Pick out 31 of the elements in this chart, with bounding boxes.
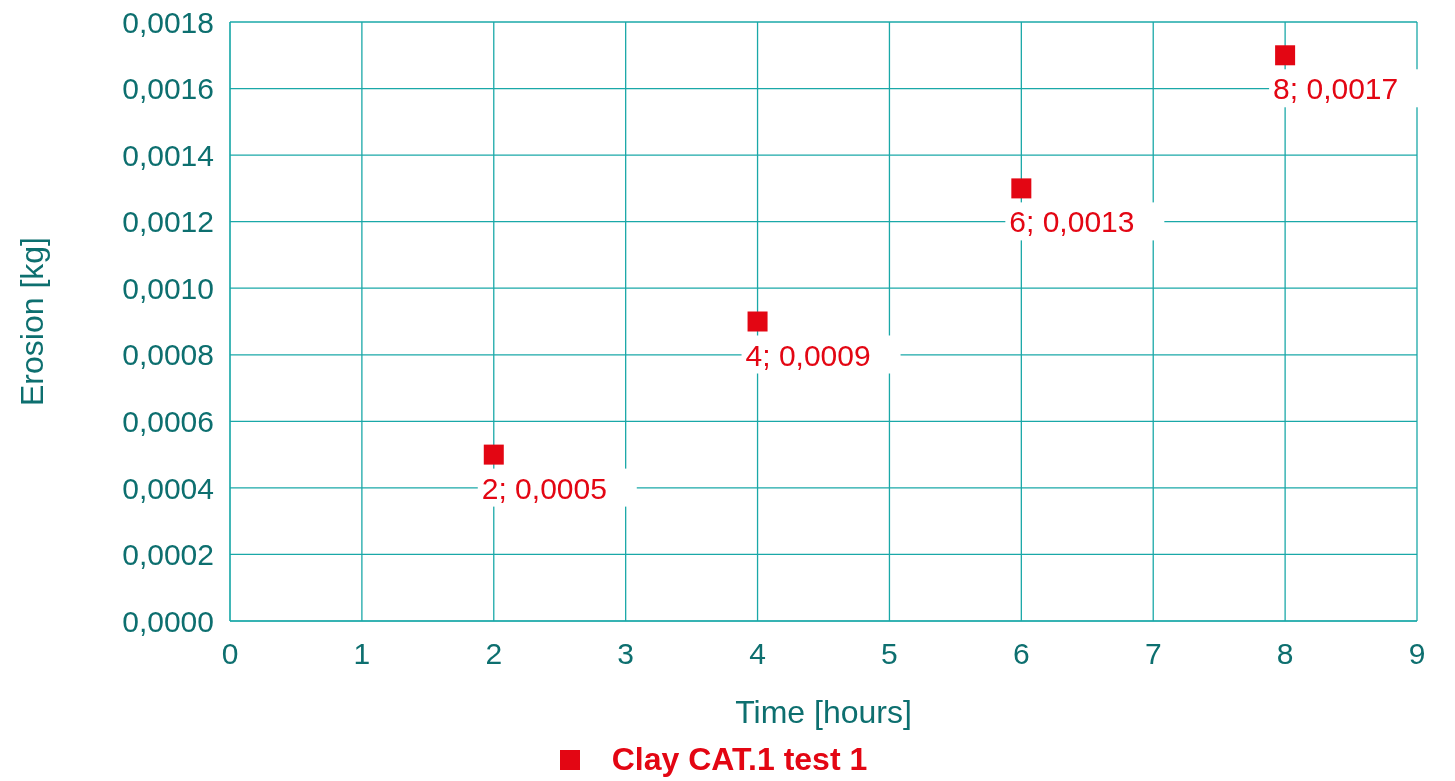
x-tick-label: 3 [617,637,635,671]
y-tick-label: 0,0000 [122,604,214,638]
x-tick-label: 2 [485,637,503,671]
x-tick-label: 9 [1408,637,1426,671]
point [1275,45,1296,66]
x-tick-label: 8 [1276,637,1294,671]
data-label: 2; 0,0005 [481,471,607,505]
y-tick-label: 0,0018 [122,5,214,39]
x-tick-label: 4 [749,637,766,671]
y-tick-label: 0,0008 [122,338,214,372]
x-axis-title: Time [hours] [735,694,912,730]
y-tick-label: 0,0002 [122,538,214,572]
data-label: 4; 0,0009 [745,338,871,372]
data-label: 6; 0,0013 [1009,205,1135,239]
y-tick-label: 0,0010 [122,271,214,305]
data-label: 8; 0,0017 [1273,72,1399,106]
point [1011,178,1032,199]
y-tick-label: 0,0016 [122,72,214,106]
x-tick-label: 1 [353,637,371,671]
legend-label: Clay CAT.1 test 1 [611,741,868,778]
point [483,444,504,465]
x-tick-label: 0 [221,637,239,671]
x-tick-label: 5 [881,637,898,671]
x-tick-label: 7 [1144,637,1162,671]
y-tick-label: 0,0012 [122,205,214,239]
x-tick-label: 6 [1012,637,1030,671]
y-tick-label: 0,0004 [122,471,214,505]
y-tick-label: 0,0014 [122,138,214,172]
y-tick-label: 0,0006 [122,404,214,438]
y-axis-title: Erosion [kg] [14,237,51,406]
point [747,311,768,332]
